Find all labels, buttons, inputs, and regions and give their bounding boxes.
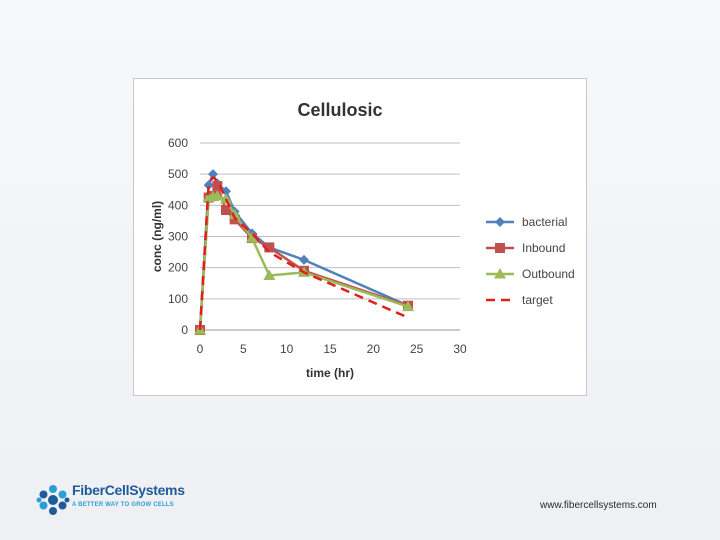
data-point-inbound — [221, 205, 231, 216]
x-tick-label: 25 — [410, 342, 424, 356]
x-tick-label: 30 — [453, 342, 467, 356]
data-point-outbound — [228, 208, 241, 220]
legend-label: target — [522, 293, 553, 307]
y-tick-label: 300 — [168, 230, 188, 244]
y-tick-label: 500 — [168, 167, 188, 181]
y-tick-label: 600 — [168, 136, 188, 150]
legend-label: Inbound — [522, 241, 565, 255]
data-point-bacterial — [208, 169, 218, 180]
line-chart: Cellulosic 0 100 200 300 400 500 600 0 5 10 15 20 25 3… — [150, 100, 575, 380]
data-point-outbound — [246, 232, 258, 243]
y-tick-label: 0 — [181, 323, 188, 337]
company-logo: FiberCellSystems A BETTER WAY TO GROW CE… — [36, 482, 196, 518]
data-point-inbound — [264, 242, 275, 253]
legend-label: Outbound — [522, 267, 575, 281]
legend-marker — [494, 268, 506, 279]
y-tick-label: 400 — [168, 198, 188, 212]
data-point-outbound — [263, 269, 276, 280]
data-point-bacterial — [203, 180, 214, 191]
data-point-outbound — [220, 193, 232, 204]
x-tick-label: 20 — [367, 342, 381, 356]
data-point-outbound — [402, 300, 414, 312]
data-point-outbound — [211, 189, 224, 201]
data-point-bacterial — [221, 186, 231, 197]
x-tick-label: 10 — [280, 342, 294, 356]
legend-marker — [495, 217, 505, 227]
y-axis-label: conc (ng/ml) — [150, 201, 164, 272]
series-line-bacterial — [198, 172, 409, 331]
chart-title: Cellulosic — [297, 100, 382, 120]
logo-name: FiberCellSystems — [72, 482, 185, 498]
x-tick-label: 5 — [240, 342, 247, 356]
data-point-bacterial — [299, 254, 309, 265]
legend-marker — [495, 243, 505, 253]
chart-frame: Cellulosic 0 100 200 300 400 500 600 0 5 10 15 20 25 3… — [133, 78, 587, 396]
legend-label: bacterial — [522, 215, 567, 229]
x-axis-label: time (hr) — [306, 366, 354, 380]
y-tick-label: 200 — [168, 261, 188, 275]
y-tick-label: 100 — [168, 292, 188, 306]
data-point-inbound — [212, 181, 223, 192]
website-url: www.fibercellsystems.com — [540, 500, 657, 511]
logo-tagline: A BETTER WAY TO GROW CELLS — [72, 502, 174, 508]
x-tick-label: 15 — [323, 342, 337, 356]
cell-cluster-icon — [36, 485, 70, 515]
x-tick-label: 0 — [197, 342, 204, 356]
series-line-target — [198, 176, 409, 331]
